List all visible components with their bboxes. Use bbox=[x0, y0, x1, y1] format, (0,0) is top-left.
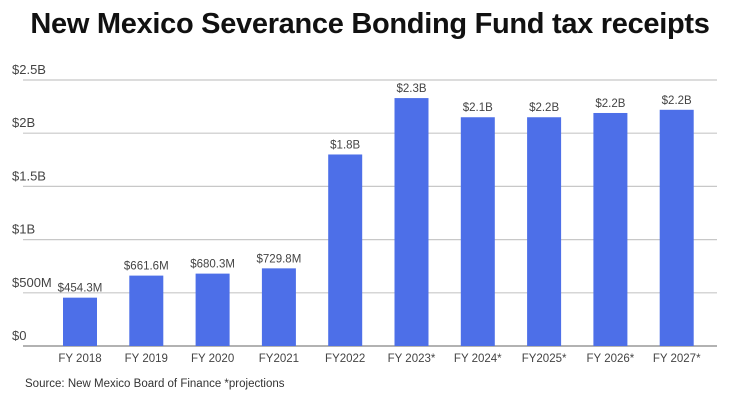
data-label: $680.3M bbox=[190, 259, 235, 271]
data-label: $2.2B bbox=[662, 95, 692, 107]
bar bbox=[129, 275, 164, 346]
y-tick-label: $2B bbox=[12, 115, 35, 130]
x-tick-label: FY2025* bbox=[522, 353, 567, 365]
bar bbox=[460, 117, 495, 347]
x-tick-label: FY 2018 bbox=[58, 353, 101, 365]
bar bbox=[394, 98, 429, 346]
y-tick-label: $2.5B bbox=[12, 62, 46, 77]
y-tick-label: $0 bbox=[12, 328, 26, 343]
data-label: $2.2B bbox=[595, 98, 625, 110]
data-label: $729.8M bbox=[257, 253, 302, 265]
chart-title: New Mexico Severance Bonding Fund tax re… bbox=[30, 8, 710, 40]
bar bbox=[195, 273, 230, 346]
data-label: $2.1B bbox=[463, 102, 493, 114]
bar bbox=[261, 268, 296, 346]
bar bbox=[328, 154, 363, 346]
x-tick-label: FY 2019 bbox=[125, 353, 168, 365]
data-label: $1.8B bbox=[330, 139, 360, 151]
y-tick-label: $500M bbox=[12, 275, 52, 290]
x-tick-label: FY 2027* bbox=[653, 353, 701, 365]
data-label: $661.6M bbox=[124, 261, 169, 273]
x-tick-label: FY 2023* bbox=[388, 353, 436, 365]
source-note: Source: New Mexico Board of Finance *pro… bbox=[25, 378, 285, 390]
bar bbox=[659, 109, 694, 347]
data-label: $454.3M bbox=[58, 283, 103, 295]
x-tick-label: FY2022 bbox=[325, 353, 365, 365]
x-tick-label: FY 2024* bbox=[454, 353, 502, 365]
x-tick-label: FY2021 bbox=[259, 353, 299, 365]
y-tick-label: $1.5B bbox=[12, 168, 46, 183]
data-label: $2.3B bbox=[396, 83, 426, 95]
bar bbox=[63, 297, 97, 346]
bar bbox=[527, 117, 562, 347]
bar bbox=[593, 112, 628, 346]
x-tick-label: FY 2026* bbox=[587, 353, 635, 365]
data-label: $2.2B bbox=[529, 102, 559, 114]
y-tick-label: $1B bbox=[12, 222, 35, 237]
x-tick-label: FY 2020 bbox=[191, 353, 234, 365]
